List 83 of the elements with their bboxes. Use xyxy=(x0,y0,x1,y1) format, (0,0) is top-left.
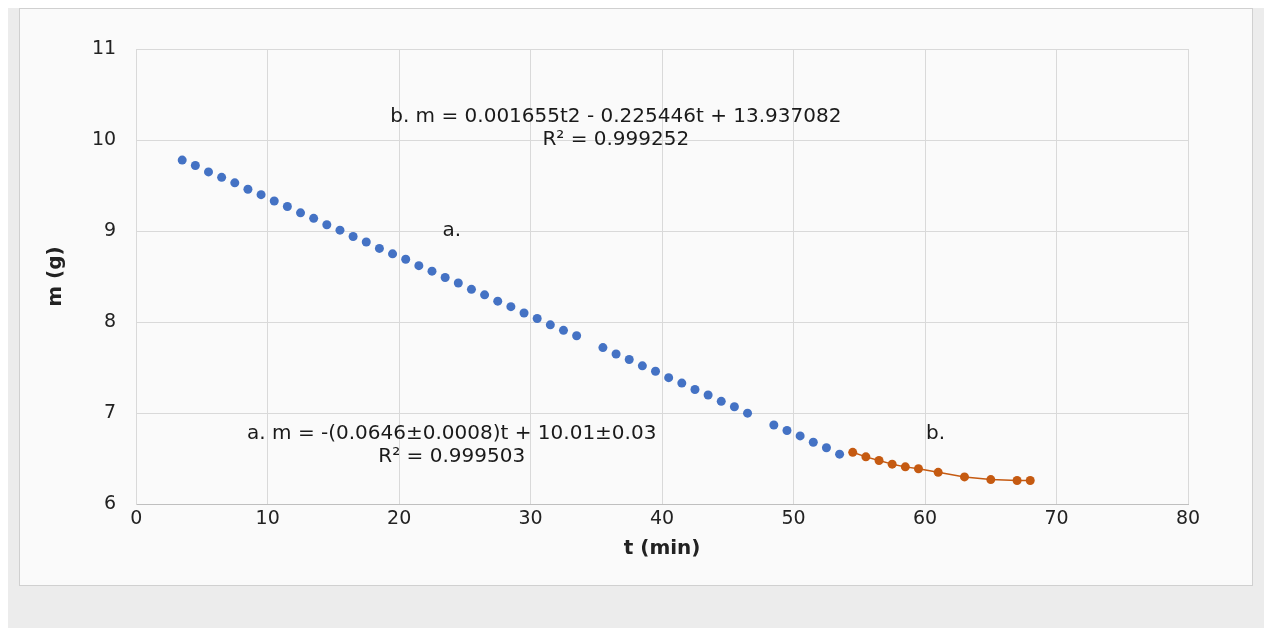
y-tick-label: 11 xyxy=(91,35,117,58)
point xyxy=(427,266,437,276)
point xyxy=(835,449,845,459)
annotation: a. m = -(0.0646±0.0008)t + 10.01±0.03 xyxy=(247,419,657,444)
point xyxy=(861,452,871,462)
point xyxy=(414,261,424,271)
point xyxy=(624,354,634,364)
point xyxy=(769,420,779,430)
point xyxy=(480,290,490,300)
point xyxy=(1025,476,1035,486)
point xyxy=(296,208,306,218)
y-tick-label: 6 xyxy=(104,491,117,514)
point xyxy=(933,467,943,477)
x-tick-label: 80 xyxy=(1175,505,1201,528)
point xyxy=(1012,476,1022,486)
point xyxy=(309,213,319,223)
point xyxy=(651,366,661,376)
x-tick-label: 50 xyxy=(781,505,806,528)
x-tick-label: 60 xyxy=(912,505,938,528)
point xyxy=(401,254,411,264)
point xyxy=(466,284,476,294)
x-tick-label: 70 xyxy=(1044,505,1069,528)
point xyxy=(848,447,858,457)
point xyxy=(959,472,969,482)
point xyxy=(243,184,253,194)
point xyxy=(282,202,292,211)
point xyxy=(532,313,542,323)
point xyxy=(230,178,240,188)
point xyxy=(611,349,621,359)
point xyxy=(177,155,187,165)
point xyxy=(203,167,213,177)
point xyxy=(217,172,227,182)
point xyxy=(986,475,996,485)
y-tick-label: 8 xyxy=(104,309,117,332)
point xyxy=(269,196,279,206)
point xyxy=(361,237,371,247)
x-tick-label: 0 xyxy=(130,505,143,528)
point xyxy=(506,302,516,312)
annotation: a. xyxy=(442,217,462,242)
point xyxy=(335,225,345,235)
point xyxy=(598,343,608,353)
point xyxy=(913,464,923,474)
point xyxy=(782,425,792,435)
point xyxy=(703,390,713,400)
point xyxy=(808,437,818,447)
point xyxy=(440,273,450,283)
y-tick-label: 7 xyxy=(104,400,117,423)
point xyxy=(545,320,555,330)
x-tick-label: 30 xyxy=(518,505,543,528)
point xyxy=(795,431,805,441)
point xyxy=(900,462,910,472)
point xyxy=(348,232,358,242)
point xyxy=(453,278,463,288)
point xyxy=(190,161,200,171)
point xyxy=(821,443,831,453)
annotation: R² = 0.999252 xyxy=(542,126,690,151)
point xyxy=(519,308,529,318)
point xyxy=(690,384,700,394)
point xyxy=(256,190,266,200)
y-axis-title: m (g) xyxy=(42,246,67,307)
point xyxy=(493,296,503,306)
point xyxy=(874,456,884,465)
point xyxy=(743,408,753,418)
point xyxy=(558,325,568,335)
point xyxy=(637,361,647,371)
point xyxy=(572,331,582,341)
x-tick-label: 10 xyxy=(255,505,280,528)
x-tick-label: 40 xyxy=(649,505,675,528)
point xyxy=(887,459,897,469)
point xyxy=(729,402,739,412)
point xyxy=(322,220,332,230)
point xyxy=(677,378,687,388)
point xyxy=(664,373,674,383)
point xyxy=(716,396,726,406)
annotation: b. m = 0.001655t2 - 0.225446t + 13.937082 xyxy=(390,103,842,128)
point xyxy=(374,243,384,253)
x-tick-label: 20 xyxy=(387,505,412,528)
x-axis-title: t (min) xyxy=(623,535,701,560)
y-tick-label: 9 xyxy=(104,218,117,241)
annotation: b. xyxy=(926,419,946,444)
annotation: R² = 0.999503 xyxy=(378,442,526,467)
point xyxy=(388,249,398,259)
y-tick-label: 10 xyxy=(91,126,117,149)
